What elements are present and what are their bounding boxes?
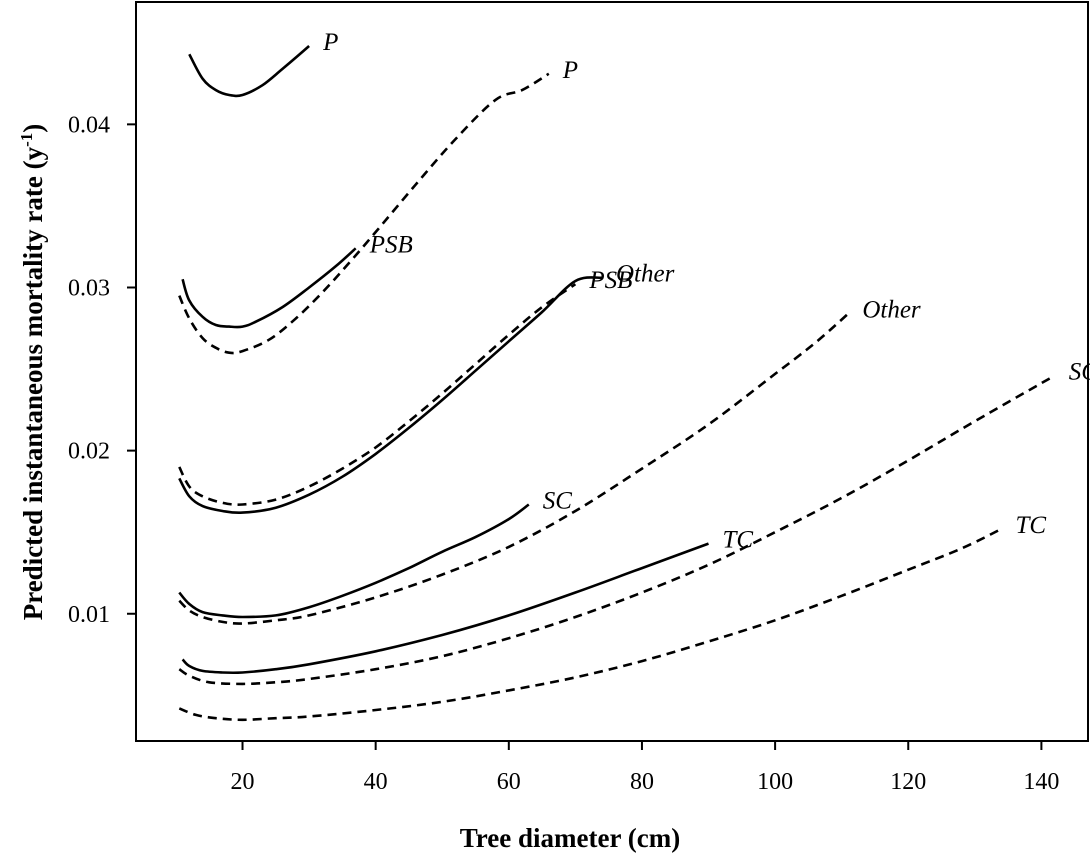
x-tick-label: 20 [231,769,255,795]
series-label-tc-solid: TC [723,527,754,554]
series-line-psb-dashed [178,283,577,506]
y-axis-title: Predicted instantaneous mortality rate (… [17,124,48,621]
series-label-p-solid: P [322,29,338,56]
series-label-p-dashed: P [562,57,578,84]
y-tick-label: 0.03 [68,275,110,301]
series-line-tc-dashed [178,527,1003,722]
x-tick-label: 80 [630,769,654,795]
series-label-tc-dashed: TC [1015,512,1046,539]
y-axis-title-close: ) [18,124,48,133]
series-curves [178,45,1056,722]
x-axis-title: Tree diameter (cm) [460,823,680,853]
series-label-psb-solid: PSB [369,231,413,258]
series-line-other-solid [178,276,603,515]
series-line-p-dashed [178,72,550,355]
y-axis-ticks: 0.01 0.02 0.03 0.04 [68,112,136,628]
series-line-sc-dashed [178,374,1056,686]
series-labels: PPPSBPSBOtherOtherSCSCTCTC [322,29,1090,554]
y-tick-label: 0.04 [68,112,110,138]
x-tick-label: 100 [757,769,793,795]
y-tick-label: 0.01 [68,602,110,628]
series-label-sc-solid: SC [543,487,573,514]
series-label-other-solid: Other [616,261,675,288]
series-line-sc-solid [178,503,530,619]
series-label-sc-dashed: SC [1069,359,1090,386]
x-tick-label: 140 [1023,769,1059,795]
x-tick-label: 120 [890,769,926,795]
y-tick-label: 0.02 [68,439,110,465]
series-label-psb-dashed: PSB [588,267,632,294]
series-line-tc-solid [181,542,709,675]
plot-frame [135,1,1089,742]
series-line-other-dashed [178,312,850,625]
x-axis-ticks: 20 40 60 80 100 120 140 [231,741,1059,795]
series-label-other-dashed: Other [862,297,921,324]
y-axis-title-main: Predicted instantaneous mortality rate (… [18,146,48,620]
x-tick-label: 60 [497,769,521,795]
x-tick-label: 40 [364,769,388,795]
series-line-p-solid [188,45,310,98]
y-axis-title-superscript: -1 [17,133,36,147]
series-line-psb-solid [181,247,357,329]
